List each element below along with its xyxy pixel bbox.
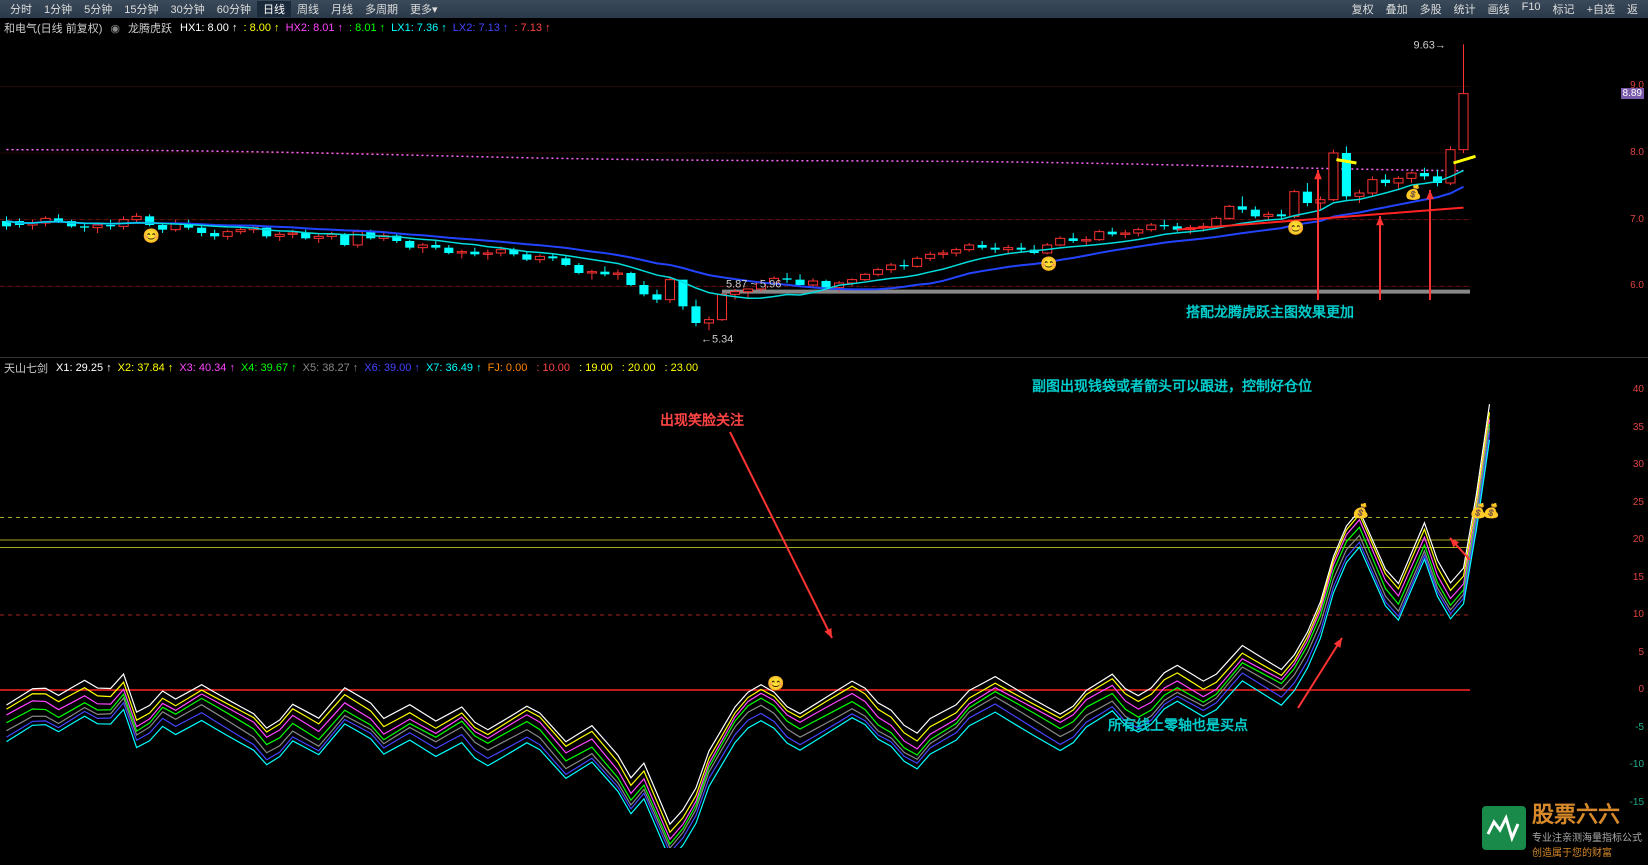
tool-3[interactable]: 统计	[1448, 1, 1482, 17]
tool-6[interactable]: 标记	[1547, 1, 1581, 17]
timeframe-5[interactable]: 60分钟	[211, 1, 257, 17]
annotation-sub-signal: 副图出现钱袋或者箭头可以跟进，控制好仓位	[1032, 376, 1312, 396]
svg-text:9.63→: 9.63→	[1413, 39, 1445, 51]
logo-icon	[1482, 806, 1526, 850]
sub-indicator-chart[interactable]: 天山七剑 X1: 29.25 ↑X2: 37.84 ↑X3: 40.34 ↑X4…	[0, 358, 1648, 848]
timeframe-9[interactable]: 多周期	[359, 1, 404, 17]
timeframe-7[interactable]: 周线	[291, 1, 325, 17]
timeframe-toolbar: 分时1分钟5分钟15分钟30分钟60分钟日线周线月线多周期更多▾ 复权叠加多股统…	[0, 0, 1648, 18]
sub-indicator-name: 天山七剑	[4, 360, 48, 376]
svg-text:5.87 ~ 5.96: 5.87 ~ 5.96	[726, 279, 781, 291]
annotation-main-combo: 搭配龙腾虎跃主图效果更加	[1186, 302, 1354, 322]
svg-text:💰: 💰	[1404, 184, 1421, 201]
svg-text:←5.34: ←5.34	[701, 333, 733, 345]
tool-4[interactable]: 画线	[1482, 1, 1516, 17]
watermark-logo: 股票六六 专业注亲测海量指标公式 创造属于您的财富	[1482, 797, 1642, 859]
tool-0[interactable]: 复权	[1346, 1, 1380, 17]
timeframe-6[interactable]: 日线	[257, 1, 291, 17]
watermark-sub1: 专业注亲测海量指标公式	[1532, 829, 1642, 844]
sub-chart-header: 天山七剑 X1: 29.25 ↑X2: 37.84 ↑X3: 40.34 ↑X4…	[4, 360, 704, 376]
annotation-smiley: 出现笑脸关注	[660, 410, 744, 430]
timeframe-2[interactable]: 5分钟	[78, 1, 118, 17]
tool-8[interactable]: 返	[1621, 1, 1644, 17]
svg-text:💰: 💰	[1483, 503, 1500, 520]
tool-1[interactable]: 叠加	[1380, 1, 1414, 17]
timeframe-4[interactable]: 30分钟	[165, 1, 211, 17]
timeframe-0[interactable]: 分时	[4, 1, 38, 17]
annotation-zero-axis: 所有线上零轴也是买点	[1108, 715, 1248, 735]
svg-text:😊: 😊	[1287, 219, 1304, 235]
watermark-sub2: 创造属于您的财富	[1532, 844, 1642, 859]
tool-7[interactable]: +自选	[1581, 1, 1621, 17]
main-kline-chart[interactable]: 和电气(日线 前复权) ◉ 龙腾虎跃 HX1: 8.00 ↑: 8.00 ↑HX…	[0, 18, 1648, 358]
timeframe-8[interactable]: 月线	[325, 1, 359, 17]
svg-text:😊: 😊	[143, 227, 160, 243]
svg-text:😊: 😊	[1040, 255, 1057, 271]
main-chart-header: 和电气(日线 前复权) ◉ 龙腾虎跃 HX1: 8.00 ↑: 8.00 ↑HX…	[4, 20, 557, 36]
timeframe-3[interactable]: 15分钟	[118, 1, 164, 17]
watermark-title: 股票六六	[1532, 797, 1642, 829]
svg-text:😊: 😊	[767, 675, 784, 691]
main-indicator-name: 龙腾虎跃	[128, 20, 172, 36]
tool-2[interactable]: 多股	[1414, 1, 1448, 17]
timeframe-10[interactable]: 更多▾	[404, 1, 444, 17]
timeframe-1[interactable]: 1分钟	[38, 1, 78, 17]
svg-text:💰: 💰	[1352, 503, 1369, 520]
stock-name: 和电气(日线 前复权)	[4, 20, 102, 36]
tool-5[interactable]: F10	[1516, 1, 1547, 17]
